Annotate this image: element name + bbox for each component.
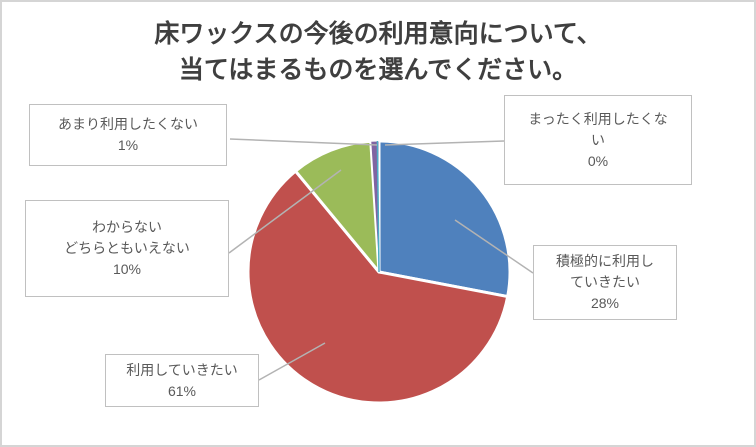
callout-value: 1% <box>117 137 139 153</box>
callout-label: ていきたい <box>570 274 640 290</box>
callout-label: 利用していきたい <box>126 361 238 378</box>
callout-amari-riyoushitakunai[interactable]: あまり利用したくない 1% <box>29 104 227 166</box>
pie-slice-0[interactable] <box>377 139 512 299</box>
pie-slice-2[interactable] <box>294 139 381 274</box>
callout-label: わからない <box>92 219 162 235</box>
callout-label: まったく利用したくな <box>528 110 668 127</box>
leader-line <box>229 138 378 146</box>
callout-label: い <box>591 131 605 148</box>
callout-sekkyokuteki-riyou[interactable]: 積極的に利用し ていきたい 28% <box>533 245 677 320</box>
chart-title-line1: 床ワックスの今後の利用意向について、 <box>154 20 602 48</box>
chart-title: 床ワックスの今後の利用意向について、 当てはまるものを選んでください。 <box>2 16 754 88</box>
callout-value: 28% <box>590 295 620 311</box>
callout-wakaranai[interactable]: わからない どちらともいえない 10% <box>25 200 229 297</box>
pie-slice-4[interactable] <box>376 141 380 273</box>
leader-line <box>228 169 342 254</box>
leader-line <box>258 342 326 381</box>
callout-value: 10% <box>112 261 142 277</box>
callout-label: あまり利用したくない <box>58 116 198 132</box>
leader-line <box>454 219 534 274</box>
callout-value: 0% <box>587 152 609 169</box>
callout-label: どちらともいえない <box>64 240 190 256</box>
callout-label: 積極的に利用し <box>556 253 654 269</box>
pie-slice-3[interactable] <box>370 140 380 273</box>
callout-mattaku-riyoushitakunai[interactable]: まったく利用したくな い 0% <box>504 95 692 185</box>
callout-riyoushiteikitai[interactable]: 利用していきたい 61% <box>105 354 259 407</box>
pie-slice-1[interactable] <box>246 169 510 405</box>
leader-line <box>384 140 505 146</box>
chart-title-line2: 当てはまるものを選んでください。 <box>178 56 578 84</box>
callout-value: 61% <box>167 382 197 399</box>
